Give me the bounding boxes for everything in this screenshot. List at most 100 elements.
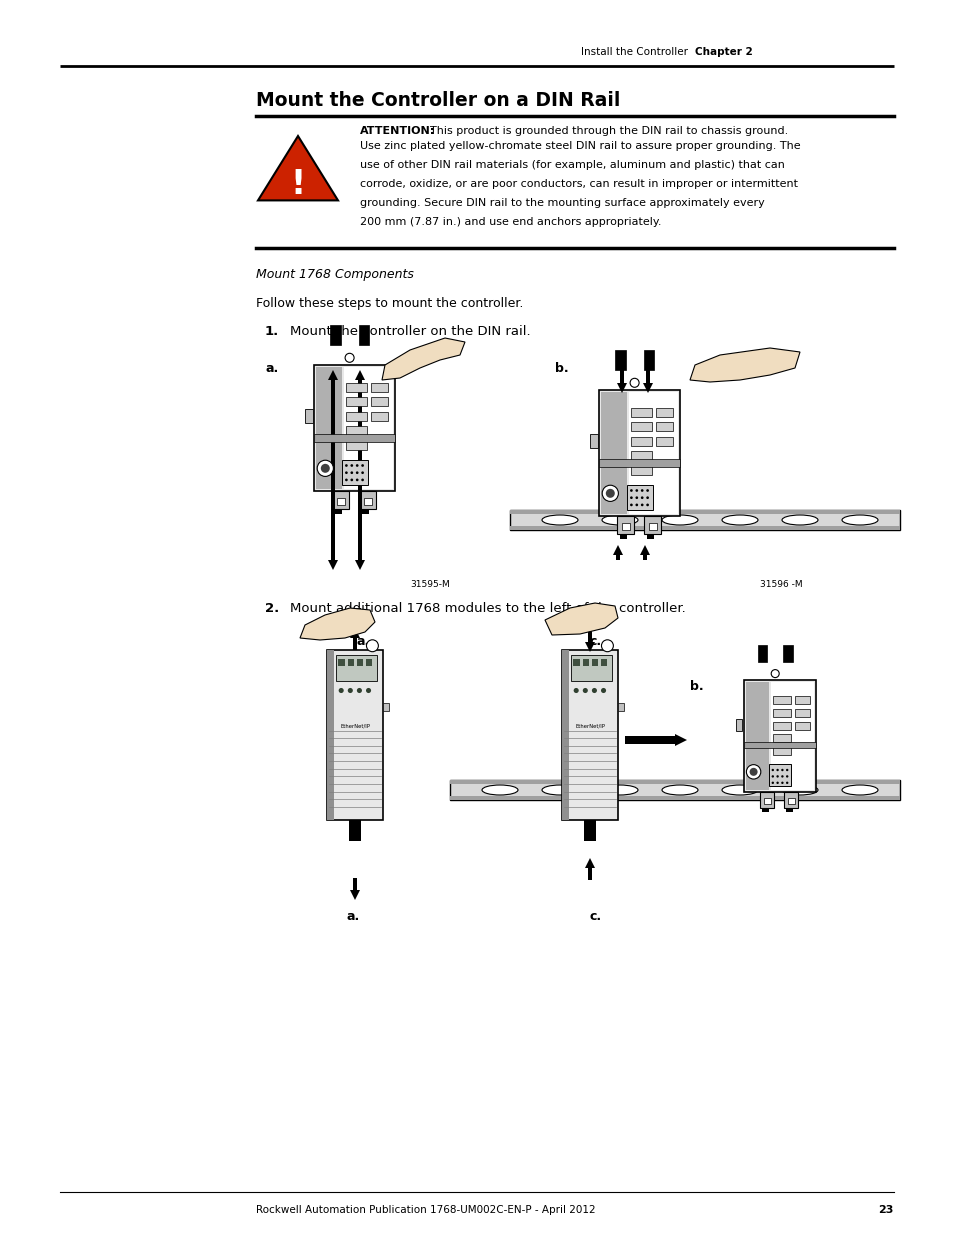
Text: !: ! xyxy=(290,168,305,200)
Bar xyxy=(346,426,367,435)
Ellipse shape xyxy=(601,785,638,795)
Text: 31595-M: 31595-M xyxy=(410,580,449,589)
Text: 2.: 2. xyxy=(265,601,279,615)
Polygon shape xyxy=(381,338,464,380)
FancyBboxPatch shape xyxy=(359,492,375,509)
Ellipse shape xyxy=(721,785,758,795)
Bar xyxy=(770,682,813,790)
Circle shape xyxy=(771,769,773,771)
Circle shape xyxy=(745,764,760,779)
Bar xyxy=(656,408,673,417)
Bar xyxy=(316,367,342,489)
Text: a.: a. xyxy=(266,362,279,375)
Circle shape xyxy=(629,378,639,388)
Text: 200 mm (7.87 in.) and use end anchors appropriately.: 200 mm (7.87 in.) and use end anchors ap… xyxy=(359,217,660,227)
Bar xyxy=(356,659,362,666)
Text: grounding. Secure DIN rail to the mounting surface approximately every: grounding. Secure DIN rail to the mounti… xyxy=(359,198,764,207)
Bar xyxy=(346,411,367,421)
Bar xyxy=(782,645,792,662)
Bar xyxy=(330,325,340,346)
Text: Rockwell Automation Publication 1768-UM002C-EN-P - April 2012: Rockwell Automation Publication 1768-UM0… xyxy=(255,1205,595,1215)
Bar xyxy=(656,437,673,446)
Circle shape xyxy=(635,504,638,506)
Bar xyxy=(745,682,768,790)
Polygon shape xyxy=(350,629,359,638)
Bar xyxy=(646,534,654,538)
Text: a.: a. xyxy=(356,635,370,648)
Bar xyxy=(363,498,372,505)
Bar xyxy=(619,368,623,383)
Circle shape xyxy=(366,640,378,652)
Bar xyxy=(761,808,768,811)
Bar xyxy=(450,781,899,784)
Ellipse shape xyxy=(601,515,638,525)
Bar xyxy=(598,459,679,467)
Circle shape xyxy=(629,496,632,499)
Bar xyxy=(590,433,598,447)
Circle shape xyxy=(350,472,353,474)
Bar xyxy=(629,391,678,514)
Bar xyxy=(621,522,629,530)
Circle shape xyxy=(356,688,361,693)
Circle shape xyxy=(771,782,773,784)
Circle shape xyxy=(785,782,787,784)
Ellipse shape xyxy=(541,515,578,525)
Bar xyxy=(587,629,592,642)
Bar xyxy=(336,498,344,505)
Bar xyxy=(768,764,790,787)
Bar xyxy=(561,650,617,820)
Circle shape xyxy=(785,776,787,778)
Circle shape xyxy=(635,496,638,499)
Bar xyxy=(335,509,342,514)
Circle shape xyxy=(629,504,632,506)
Bar xyxy=(631,422,651,431)
Text: b.: b. xyxy=(555,362,568,375)
Bar xyxy=(582,659,588,666)
Bar xyxy=(382,703,389,711)
Bar xyxy=(787,798,794,804)
Bar xyxy=(643,351,654,370)
Bar xyxy=(648,522,656,530)
Bar xyxy=(617,703,624,711)
Circle shape xyxy=(640,504,643,506)
Bar xyxy=(331,380,335,555)
Polygon shape xyxy=(689,348,800,382)
Bar xyxy=(631,437,651,446)
Ellipse shape xyxy=(541,785,578,795)
Bar xyxy=(305,409,313,422)
Bar xyxy=(656,422,673,431)
Circle shape xyxy=(781,776,782,778)
Circle shape xyxy=(355,478,358,482)
Bar xyxy=(365,659,372,666)
Bar xyxy=(510,526,899,530)
Circle shape xyxy=(345,464,348,467)
Circle shape xyxy=(345,472,348,474)
Polygon shape xyxy=(299,608,375,640)
Bar xyxy=(346,441,367,450)
Polygon shape xyxy=(584,642,595,652)
Polygon shape xyxy=(639,545,649,555)
Bar xyxy=(349,820,360,841)
Bar xyxy=(601,391,627,514)
Bar xyxy=(573,659,579,666)
Circle shape xyxy=(345,353,354,362)
FancyBboxPatch shape xyxy=(644,516,660,534)
Polygon shape xyxy=(642,383,652,393)
Text: Mount additional 1768 modules to the left of the controller.: Mount additional 1768 modules to the lef… xyxy=(290,601,685,615)
Bar xyxy=(598,390,679,516)
Circle shape xyxy=(601,485,618,501)
Circle shape xyxy=(645,504,648,506)
Bar xyxy=(619,534,627,538)
Bar xyxy=(327,650,334,820)
Bar xyxy=(358,325,369,346)
Text: use of other DIN rail materials (for example, aluminum and plastic) that can: use of other DIN rail materials (for exa… xyxy=(359,161,784,170)
FancyBboxPatch shape xyxy=(617,516,633,534)
Bar xyxy=(772,721,790,730)
Text: Install the Controller: Install the Controller xyxy=(580,47,687,57)
Bar xyxy=(450,781,899,800)
Bar xyxy=(772,709,790,716)
Bar xyxy=(645,368,650,383)
Bar xyxy=(631,408,651,417)
Bar xyxy=(743,680,815,792)
Text: Follow these steps to mount the controller.: Follow these steps to mount the controll… xyxy=(255,296,523,310)
